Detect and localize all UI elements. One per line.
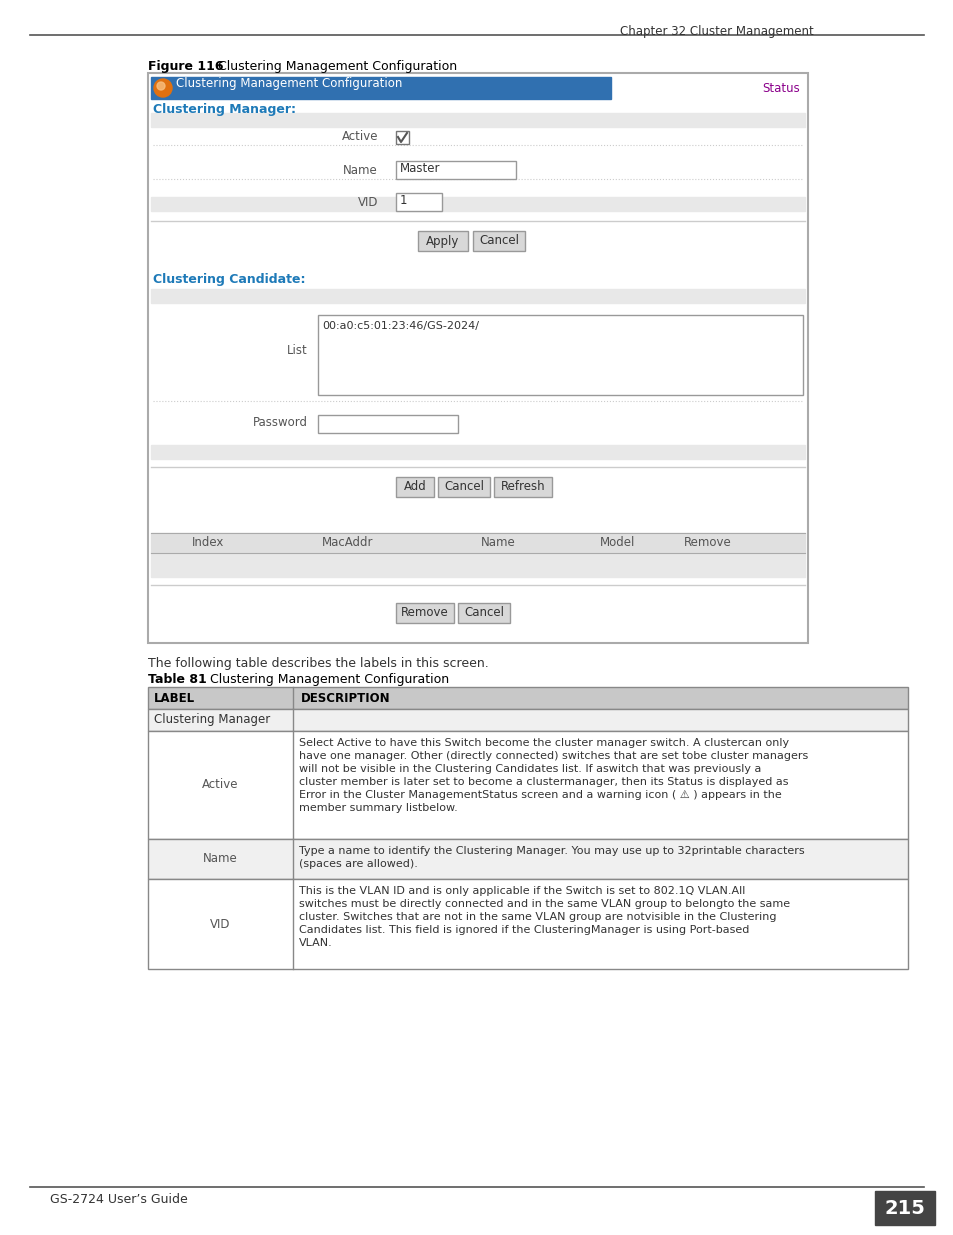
Bar	[148, 839, 907, 879]
Text: GS-2724 User’s Guide: GS-2724 User’s Guide	[50, 1193, 188, 1207]
Bar	[395, 603, 454, 622]
Bar	[151, 112, 804, 127]
Bar	[437, 477, 490, 496]
Text: Password: Password	[253, 416, 308, 430]
Text: Figure 116: Figure 116	[148, 61, 223, 73]
Text: 1: 1	[399, 194, 407, 206]
Bar	[151, 77, 610, 99]
Text: switches must be directly connected and in the same VLAN group to belongto the s: switches must be directly connected and …	[298, 899, 789, 909]
Text: Error in the Cluster ManagementStatus screen and a warning icon ( ⚠ ) appears in: Error in the Cluster ManagementStatus sc…	[298, 790, 781, 800]
Circle shape	[157, 82, 165, 90]
Bar	[317, 415, 457, 433]
Bar	[874, 1191, 934, 1225]
Text: Clustering Manager:: Clustering Manager:	[152, 103, 295, 116]
Bar	[151, 445, 804, 459]
Text: The following table describes the labels in this screen.: The following table describes the labels…	[148, 657, 488, 671]
Text: Select Active to have this Switch become the cluster manager switch. A clusterca: Select Active to have this Switch become…	[298, 739, 788, 748]
Bar	[417, 231, 468, 251]
Text: Active: Active	[202, 778, 238, 792]
Text: Name: Name	[203, 852, 237, 866]
Text: VLAN.: VLAN.	[298, 939, 333, 948]
Text: Cancel: Cancel	[478, 235, 518, 247]
Bar	[395, 161, 516, 179]
Bar	[473, 231, 524, 251]
Text: Type a name to identify the Clustering Manager. You may use up to 32printable ch: Type a name to identify the Clustering M…	[298, 846, 803, 856]
Text: cluster member is later set to become a clustermanager, then its Status is displ: cluster member is later set to become a …	[298, 777, 788, 787]
Text: Name: Name	[480, 536, 515, 550]
Bar	[395, 131, 409, 144]
Bar	[457, 603, 510, 622]
Text: Cancel: Cancel	[463, 606, 503, 620]
Text: MacAddr: MacAddr	[322, 536, 374, 550]
Text: cluster. Switches that are not in the same VLAN group are notvisible in the Clus: cluster. Switches that are not in the sa…	[298, 911, 776, 923]
Text: Cancel: Cancel	[443, 480, 483, 494]
Text: Remove: Remove	[400, 606, 449, 620]
Text: Clustering Management Configuration: Clustering Management Configuration	[218, 61, 456, 73]
Bar	[395, 477, 434, 496]
Text: Remove: Remove	[683, 536, 731, 550]
Text: VID: VID	[210, 918, 231, 930]
Bar	[494, 477, 552, 496]
Bar	[151, 553, 804, 577]
Text: DESCRIPTION: DESCRIPTION	[301, 692, 390, 704]
Text: Clustering Management Configuration: Clustering Management Configuration	[210, 673, 449, 685]
Text: VID: VID	[357, 196, 377, 210]
Bar	[395, 193, 441, 211]
Text: Clustering Management Configuration: Clustering Management Configuration	[175, 77, 402, 89]
Bar	[317, 315, 802, 395]
Text: Clustering Candidate:: Clustering Candidate:	[152, 273, 305, 287]
Text: will not be visible in the Clustering Candidates list. If aswitch that was previ: will not be visible in the Clustering Ca…	[298, 764, 760, 774]
Bar	[148, 73, 807, 643]
Text: Active: Active	[341, 130, 377, 142]
Text: This is the VLAN ID and is only applicable if the Switch is set to 802.1Q VLAN.A: This is the VLAN ID and is only applicab…	[298, 885, 744, 897]
Text: Table 81: Table 81	[148, 673, 207, 685]
Text: LABEL: LABEL	[153, 692, 195, 704]
Bar	[148, 687, 907, 709]
Bar	[151, 534, 804, 553]
Text: Add: Add	[403, 480, 426, 494]
Text: Name: Name	[343, 164, 377, 178]
Text: Refresh: Refresh	[500, 480, 545, 494]
Text: Clustering Manager: Clustering Manager	[153, 714, 270, 726]
Text: 215: 215	[883, 1198, 924, 1218]
Text: have one manager. Other (directly connected) switches that are set tobe cluster : have one manager. Other (directly connec…	[298, 751, 807, 761]
Text: Chapter 32 Cluster Management: Chapter 32 Cluster Management	[619, 25, 813, 38]
Text: (spaces are allowed).: (spaces are allowed).	[298, 860, 417, 869]
Text: Model: Model	[599, 536, 635, 550]
Text: Candidates list. This field is ignored if the ClusteringManager is using Port-ba: Candidates list. This field is ignored i…	[298, 925, 749, 935]
Bar	[151, 198, 804, 211]
Circle shape	[153, 79, 172, 98]
Text: Master: Master	[399, 162, 440, 174]
Text: member summary listbelow.: member summary listbelow.	[298, 803, 457, 813]
Text: Index: Index	[192, 536, 224, 550]
Text: Apply: Apply	[426, 235, 459, 247]
Text: 00:a0:c5:01:23:46/GS-2024/: 00:a0:c5:01:23:46/GS-2024/	[322, 321, 478, 331]
Text: List: List	[287, 345, 308, 357]
Text: Status: Status	[761, 82, 800, 95]
Bar	[148, 879, 907, 969]
Bar	[148, 731, 907, 839]
Bar	[148, 709, 907, 731]
Bar	[151, 289, 804, 303]
